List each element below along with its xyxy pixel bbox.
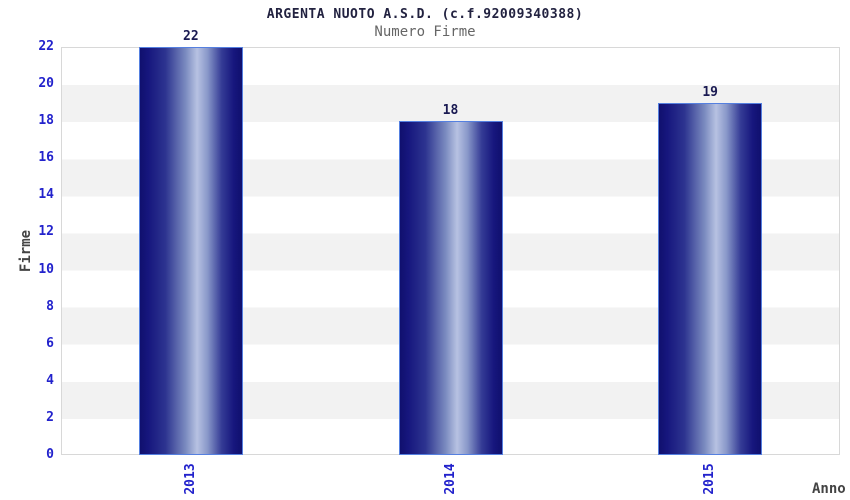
chart-subtitle: Numero Firme (374, 24, 476, 40)
y-tick-label: 18 (38, 113, 54, 129)
bar-value-label: 19 (702, 84, 718, 100)
bar-value-label: 22 (183, 29, 199, 44)
y-axis-title: Firme (18, 229, 34, 273)
bar-2015 (658, 102, 763, 455)
x-tick-label: 2014 (442, 463, 458, 495)
x-tick-label: 2013 (182, 463, 198, 495)
x-axis-title: Anno (812, 481, 846, 497)
y-tick-label: 4 (46, 372, 54, 388)
y-tick-label: 12 (38, 224, 54, 240)
y-tick-label: 10 (38, 261, 54, 277)
y-tick-label: 2 (46, 409, 54, 425)
x-tick-label: 2015 (702, 463, 718, 495)
y-tick-label: 14 (38, 187, 54, 203)
bar-2013 (138, 47, 243, 455)
y-tick-label: 8 (46, 298, 54, 314)
y-tick-label: 6 (46, 335, 54, 351)
bar-value-label: 18 (442, 103, 459, 119)
y-tick-label: 0 (46, 447, 54, 462)
bar-2014 (398, 121, 503, 455)
y-tick-label: 22 (38, 39, 54, 54)
y-tick-label: 20 (38, 76, 54, 92)
chart-title: ARGENTA NUOTO A.S.D. (c.f.92009340388) (266, 7, 584, 22)
y-tick-label: 16 (38, 150, 54, 166)
